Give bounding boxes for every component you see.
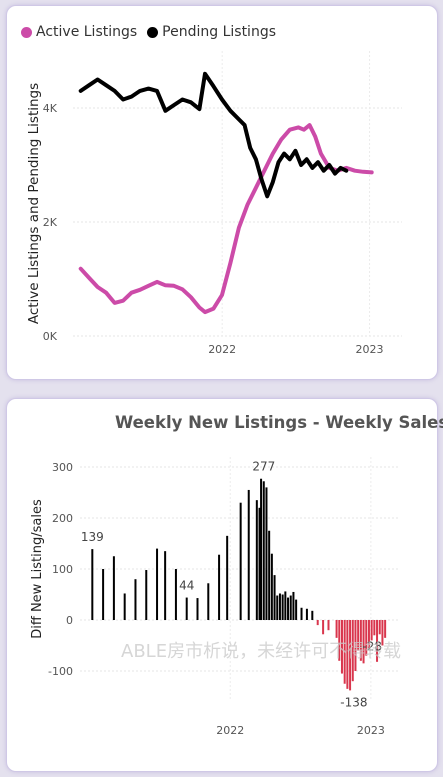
- bar-positive: [276, 595, 279, 620]
- bar-negative: [357, 620, 360, 651]
- x-tick-label: 2022: [216, 724, 244, 737]
- bar-positive: [218, 554, 221, 620]
- y-tick-label: 0K: [43, 330, 58, 343]
- bar-positive: [295, 599, 298, 620]
- y-tick-label: -100: [48, 665, 73, 678]
- bar-negative: [378, 620, 381, 635]
- bar-negative: [373, 620, 376, 636]
- bar-negative: [362, 620, 365, 664]
- bar-positive: [289, 595, 292, 620]
- bar-positive: [156, 548, 159, 620]
- y-tick-label: 2K: [43, 216, 58, 229]
- bar-negative: [370, 620, 373, 641]
- chart-legend: Active Listings Pending Listings: [21, 24, 286, 40]
- y-tick-label: 100: [52, 563, 73, 576]
- bar-positive: [123, 593, 126, 620]
- bar-positive: [247, 489, 250, 620]
- line-chart-svg: 0K 2K 4K 2022 2023 Active Listings and Pendin…: [26, 51, 402, 356]
- bar-positive: [260, 478, 263, 620]
- bar-negative: [335, 620, 338, 638]
- bar-positive: [262, 481, 265, 620]
- bar-negative: [346, 620, 349, 689]
- bar-chart-title: Weekly New Listings - Weekly Sales: [115, 413, 443, 432]
- bar-positive: [185, 597, 188, 620]
- bar-positive: [174, 569, 177, 620]
- bar-positive: [164, 551, 167, 620]
- bar-negative: [343, 620, 346, 684]
- bar-positive: [270, 553, 273, 620]
- bar-negative: [316, 620, 319, 626]
- bar-negative: [381, 620, 384, 646]
- bar-positive: [226, 535, 229, 620]
- legend-dot-active: [21, 26, 32, 38]
- y-tick-label: 4K: [43, 102, 58, 115]
- bar-positive: [311, 610, 314, 620]
- bar-positive: [112, 556, 115, 620]
- bar-positive: [300, 607, 303, 620]
- bar-positive: [305, 608, 308, 620]
- weekly-diff-bar-chart-card: Weekly New Listings - Weekly Sales 300 20…: [6, 398, 443, 772]
- series-line-pending-listings: [78, 71, 349, 199]
- bar-positive: [91, 549, 94, 620]
- bar-positive: [258, 507, 261, 620]
- bar-positive: [287, 597, 290, 620]
- watermark-text: ABLE房市析说，未经许可不得转载: [121, 641, 402, 662]
- y-tick-label: 200: [52, 512, 73, 525]
- y-axis-label: Diff New Listing/sales: [30, 499, 45, 639]
- legend-label-pending: Pending Listings: [162, 24, 277, 40]
- bar-positive: [134, 579, 137, 620]
- y-tick-label: 300: [52, 461, 73, 474]
- bar-negative: [354, 620, 357, 671]
- bar-negative: [349, 620, 352, 691]
- data-label: -138: [340, 695, 367, 709]
- bar-negative: [365, 620, 368, 656]
- bar-positive: [292, 591, 295, 620]
- bar-positive: [273, 575, 276, 620]
- listings-line-chart-card: Active Listings Pending Listings 0K 2K 4K 2…: [6, 5, 438, 380]
- bar-negative: [384, 620, 387, 638]
- bar-negative: [351, 620, 354, 682]
- bar-positive: [102, 569, 105, 620]
- bar-positive: [255, 500, 258, 620]
- y-tick-label: 0: [66, 614, 73, 627]
- legend-item-pending[interactable]: Pending Listings: [147, 24, 276, 40]
- x-tick-label: 2022: [208, 343, 236, 356]
- x-tick-label: 2023: [357, 724, 385, 737]
- data-label: 277: [252, 460, 275, 474]
- legend-item-active[interactable]: Active Listings: [21, 24, 137, 40]
- bar-positive: [284, 591, 287, 620]
- data-label: 139: [81, 530, 104, 544]
- data-label: 44: [179, 579, 194, 593]
- bar-positive: [268, 530, 271, 620]
- legend-label-active: Active Listings: [36, 24, 138, 40]
- bar-negative: [376, 620, 379, 662]
- bar-positive: [265, 487, 268, 620]
- bar-negative: [367, 620, 370, 649]
- x-tick-label: 2023: [356, 343, 384, 356]
- bar-negative: [322, 620, 325, 635]
- bar-positive: [207, 583, 210, 620]
- y-axis-label: Active Listings and Pending Listings: [26, 83, 42, 324]
- bar-negative: [327, 620, 330, 631]
- bar-positive: [281, 594, 284, 620]
- bar-positive: [239, 502, 242, 620]
- bar-negative: [338, 620, 341, 661]
- bar-positive: [196, 598, 199, 620]
- series-line-active-listings: [78, 123, 374, 315]
- bar-positive: [145, 570, 148, 620]
- bar-negative: [340, 620, 343, 674]
- data-label: -28: [362, 639, 382, 653]
- bar-negative: [359, 620, 362, 661]
- bar-positive: [278, 593, 281, 620]
- legend-dot-pending: [147, 26, 159, 38]
- bar-chart-svg: 300 200 100 0 -100 2022 2023 Diff New Listing/s…: [30, 457, 399, 737]
